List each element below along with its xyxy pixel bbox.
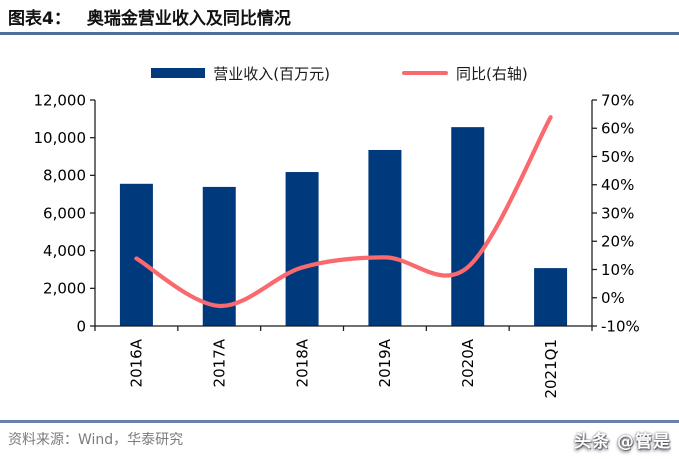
bar-2018A xyxy=(285,172,319,326)
legend-item-yoy: 同比(右轴) xyxy=(402,63,528,84)
left-axis-tick-label: 8,000 xyxy=(43,167,86,185)
x-axis-label-2016A: 2016A xyxy=(128,338,146,387)
left-axis-tick-label: 12,000 xyxy=(34,91,87,109)
left-axis-tick-label: 6,000 xyxy=(43,204,86,222)
right-axis-tick-label: 10% xyxy=(601,261,634,279)
bar-series-swatch xyxy=(151,68,206,78)
right-axis-tick-label: 0% xyxy=(601,289,625,307)
right-axis-tick-label: 60% xyxy=(601,120,634,138)
right-axis-tick-label: 20% xyxy=(601,233,634,251)
legend-item-revenue: 营业收入(百万元) xyxy=(151,63,330,84)
watermark-text: 头条 @管是 xyxy=(574,432,671,452)
x-axis-label-2019A: 2019A xyxy=(376,338,394,387)
footer-divider xyxy=(0,420,679,423)
bar-2016A xyxy=(119,183,153,326)
chart-title: 奥瑞金营业收入及同比情况 xyxy=(86,8,291,29)
line-series-swatch xyxy=(402,71,448,75)
left-axis-tick-label: 0 xyxy=(76,317,86,335)
left-axis-tick-label: 2,000 xyxy=(43,280,86,298)
figure-number-label: 图表4： xyxy=(8,8,71,29)
right-axis-tick-label: 40% xyxy=(601,176,634,194)
chart-legend: 营业收入(百万元) 同比(右轴) xyxy=(0,61,679,85)
right-axis-tick-label: -10% xyxy=(601,317,640,335)
legend-label-yoy: 同比(右轴) xyxy=(456,64,528,83)
bar-2021Q1 xyxy=(534,268,568,326)
left-axis-tick-label: 10,000 xyxy=(34,129,87,147)
x-axis-label-2017A: 2017A xyxy=(211,338,229,387)
combo-chart-canvas: 0 2,000 4,000 6,000 8,000 10,000 12,000 -10% 0% 1… xyxy=(34,91,640,399)
right-axis-tick-label: 70% xyxy=(601,91,634,109)
left-axis-tick-label: 4,000 xyxy=(43,242,86,260)
x-axis-label-2020A: 2020A xyxy=(459,338,477,387)
legend-label-revenue: 营业收入(百万元) xyxy=(213,64,330,83)
right-axis-tick-label: 30% xyxy=(601,204,634,222)
x-axis-label-2018A: 2018A xyxy=(293,338,311,387)
x-axis-label-2021Q1: 2021Q1 xyxy=(542,339,560,399)
bar-2019A xyxy=(368,149,402,326)
figure-title-bar: 图表4： 奥瑞金营业收入及同比情况 xyxy=(0,0,679,35)
bar-2020A xyxy=(451,127,485,327)
yoy-trend-line xyxy=(134,115,553,309)
right-axis-tick-label: 50% xyxy=(601,148,634,166)
data-source-note: 资料来源：Wind，华泰研究 xyxy=(8,432,184,448)
